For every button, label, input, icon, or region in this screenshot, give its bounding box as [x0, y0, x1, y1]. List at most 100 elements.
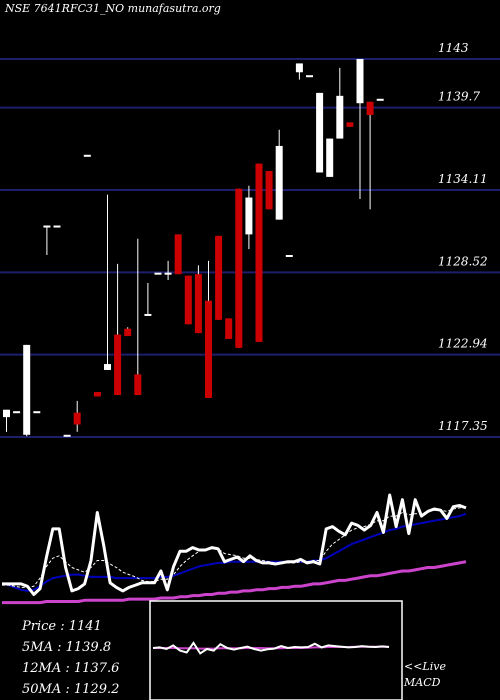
candle [326, 138, 334, 177]
candle-body [104, 364, 111, 370]
candle-body [245, 197, 253, 235]
candle [316, 92, 324, 173]
candle [144, 283, 152, 316]
candle-body [144, 313, 152, 316]
y-tick-label: 1128.52 [438, 254, 488, 268]
candle [205, 260, 212, 398]
candles [3, 59, 384, 437]
candle [366, 101, 374, 210]
candle [124, 327, 132, 337]
macd-label-live: <<Live [404, 660, 446, 673]
y-tick-label: 1122.94 [438, 337, 488, 351]
candle [346, 122, 354, 127]
grid-lines [0, 58, 500, 438]
candle-body [63, 434, 71, 437]
candle-body [174, 234, 182, 275]
candle [53, 225, 61, 228]
candle-body [13, 411, 21, 414]
candle [134, 238, 142, 395]
indicator-panel [1, 493, 467, 605]
candle-body [33, 411, 41, 414]
candle-body [346, 122, 354, 127]
macd-lines [152, 641, 390, 655]
candle [93, 392, 101, 397]
candle-body [83, 154, 91, 157]
candle-body [366, 101, 374, 115]
price-line [2, 493, 467, 596]
candle [225, 318, 233, 339]
candle [295, 63, 303, 80]
candle [73, 400, 81, 432]
candle [356, 59, 364, 199]
candle [43, 225, 51, 255]
candle-body [73, 412, 81, 425]
candle-body [134, 374, 142, 395]
candle [83, 154, 91, 157]
macd-line [152, 641, 390, 655]
macd-label: MACD [403, 676, 441, 689]
candle-body [194, 274, 202, 334]
chart-title: NSE 7641RFC31_NO munafasutra.org [4, 2, 221, 15]
candle [376, 98, 384, 101]
candle [184, 275, 192, 325]
candle-body [336, 95, 344, 139]
candle-body [255, 163, 263, 342]
ma12-line [1, 512, 467, 592]
candle-body [205, 300, 212, 398]
candle-body [306, 75, 313, 78]
candle-body [53, 225, 61, 228]
candle [336, 67, 344, 139]
candle [275, 129, 283, 220]
candle-body [275, 145, 283, 220]
candle [194, 265, 202, 334]
candle [306, 75, 313, 78]
candle [245, 185, 253, 250]
candle-body [316, 92, 324, 173]
candle-body [215, 235, 223, 320]
price-stat: Price : 1141 [21, 619, 102, 634]
y-tick-label: 1139.7 [438, 90, 480, 104]
candle [265, 171, 273, 210]
candle [3, 409, 10, 432]
candle-body [265, 171, 273, 210]
candle-body [326, 138, 334, 177]
candle-body [376, 98, 384, 101]
y-tick-label: 1117.35 [438, 419, 488, 433]
candle-body [23, 344, 31, 435]
candle [255, 163, 263, 342]
candle-body [285, 255, 293, 257]
candle [285, 255, 293, 257]
candle-body [356, 59, 364, 104]
candle [174, 234, 182, 275]
candle-body [235, 188, 243, 348]
candle [23, 344, 31, 437]
macd-box [149, 600, 403, 700]
candle-body [295, 63, 303, 73]
candle [63, 434, 71, 437]
candle [164, 260, 172, 281]
candle-body [3, 409, 10, 418]
candle [104, 194, 111, 370]
candle-body [93, 392, 101, 397]
candle [215, 235, 223, 320]
y-axis-labels: 1143 1139.7 1134.11 1128.52 1122.94 1117.35 [438, 41, 488, 433]
candle-body [124, 328, 132, 337]
ma5-stat: 5MA : 1139.8 [22, 640, 111, 655]
ma50-line [2, 560, 467, 605]
candle [235, 188, 243, 348]
candle [154, 272, 162, 275]
candle-body [114, 334, 122, 395]
ma5-line [2, 506, 467, 588]
ma12-stat: 12MA : 1137.6 [22, 661, 119, 676]
candle [33, 411, 41, 414]
candle-body [43, 225, 51, 228]
candle-body [164, 272, 172, 275]
ma50-stat: 50MA : 1129.2 [22, 682, 119, 697]
candle-body [225, 318, 233, 339]
y-tick-label: 1134.11 [438, 172, 488, 186]
candle-body [154, 272, 162, 275]
candle [13, 411, 21, 414]
candle [114, 263, 122, 395]
y-tick-label: 1143 [438, 41, 469, 55]
